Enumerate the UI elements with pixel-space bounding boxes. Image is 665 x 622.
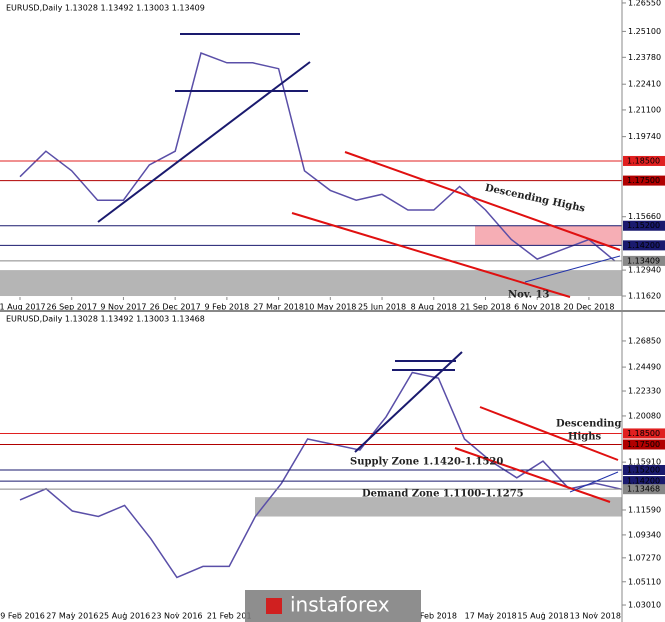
level-label: 1.15200 [627, 465, 660, 474]
level-label-box [623, 484, 665, 495]
x-tick-label: 21 Sep 2018 [460, 303, 511, 312]
level-label-box [623, 240, 665, 251]
x-tick-label: 27 Mar 2018 [253, 303, 304, 312]
x-tick-label: 25 Jun 2018 [358, 303, 406, 312]
y-tick-label: 1.20080 [628, 411, 661, 420]
channel-lines [291, 151, 621, 503]
y-tick-label: 1.09340 [628, 530, 661, 539]
x-tick-label: 23 Nov 2016 [151, 612, 202, 621]
trend-lines [97, 33, 463, 453]
y-tick-label: 1.25100 [628, 27, 661, 36]
y-tick-label: 1.15660 [628, 212, 661, 221]
level-label: 1.14200 [627, 241, 660, 250]
y-tick-label: 1.11590 [628, 505, 661, 514]
level-label: 1.17500 [627, 176, 660, 185]
y-tick-label: 1.12940 [628, 266, 661, 275]
x-tick-label: 9 Feb 2018 [205, 303, 250, 312]
x-tick-label: 26 Dec 2017 [150, 303, 201, 312]
support-line [524, 255, 621, 283]
watermark-logo [266, 598, 282, 614]
channel-line [291, 212, 571, 298]
level-label: 1.18500 [627, 156, 660, 165]
x-tick-label: 10 May 2018 [304, 303, 356, 312]
annotation: Highs [568, 432, 602, 443]
y-tick-label: 1.22410 [628, 80, 661, 89]
annotation: Supply Zone 1.1420-1.1520 [350, 457, 503, 468]
y-tick-label: 1.19740 [628, 132, 661, 141]
x-tick-label: 6 Nov 2018 [514, 303, 560, 312]
annotation: Descending [556, 419, 621, 430]
zone [0, 270, 622, 297]
x-tick-label: Feb 2018 [420, 612, 457, 621]
channel-line [479, 406, 619, 461]
y-tick-label: 1.26850 [628, 336, 661, 345]
level-label-box [623, 220, 665, 231]
level-label-box [623, 155, 665, 166]
level-label: 1.15200 [627, 221, 660, 230]
panel-title: EURUSD,Daily 1.13028 1.13492 1.13003 1.1… [6, 4, 205, 13]
y-tick-label: 1.22330 [628, 387, 661, 396]
x-tick-label: 27 May 2016 [46, 612, 98, 621]
x-tick-label: 20 Dec 2018 [563, 303, 614, 312]
x-tick-label: 15 Aug 2018 [517, 612, 568, 621]
watermark: instaforex [290, 593, 390, 617]
x-tick-label: 26 Sep 2017 [46, 303, 97, 312]
y-tick-label: 1.11620 [628, 292, 661, 301]
y-tick-label: 1.24490 [628, 363, 661, 372]
x-tick-label: 21 Feb 201 [207, 612, 252, 621]
x-tick-label: 11 Aug 2017 [0, 303, 46, 312]
y-tick-label: 1.05110 [628, 577, 661, 586]
y-tick-label: 1.07270 [628, 553, 661, 562]
level-label: 1.14200 [627, 477, 660, 486]
level-label: 1.13409 [627, 256, 660, 265]
panel-title: EURUSD,Daily 1.13028 1.13492 1.13003 1.1… [6, 315, 205, 324]
y-tick-label: 1.23780 [628, 53, 661, 62]
y-tick-label: 1.26550 [628, 0, 661, 7]
level-label-box [623, 439, 665, 450]
trend-line [354, 351, 463, 453]
y-tick-label: 1.03010 [628, 601, 661, 610]
x-tick-label: 17 May 2018 [465, 612, 517, 621]
y-tick-label: 1.21100 [628, 105, 661, 114]
level-label-box [623, 175, 665, 186]
x-tick-label: 9 Nov 2017 [100, 303, 146, 312]
support-line [569, 471, 619, 493]
x-tick-label: 25 Aug 2016 [99, 612, 150, 621]
level-label-box [623, 464, 665, 475]
channel-line [454, 447, 611, 503]
zone [255, 497, 622, 517]
annotation: Demand Zone 1.1100-1.1275 [362, 489, 524, 500]
level-label: 1.18500 [627, 429, 660, 438]
price-line [19, 371, 622, 579]
x-tick-label: 13 Nov 2018 [570, 612, 621, 621]
annotation: Nov. 13 [508, 290, 550, 301]
y-tick-label: 1.15910 [628, 458, 661, 467]
channel-line [344, 151, 621, 251]
level-label-box [623, 476, 665, 487]
trend-line [97, 61, 311, 223]
level-label-box [623, 428, 665, 439]
support-lines [524, 255, 621, 493]
x-tick-label: 8 Aug 2018 [411, 303, 457, 312]
x-tick-label: 29 Feb 2016 [0, 612, 45, 621]
level-label: 1.13468 [627, 485, 660, 494]
level-label: 1.17500 [627, 440, 660, 449]
level-label-box [623, 255, 665, 266]
